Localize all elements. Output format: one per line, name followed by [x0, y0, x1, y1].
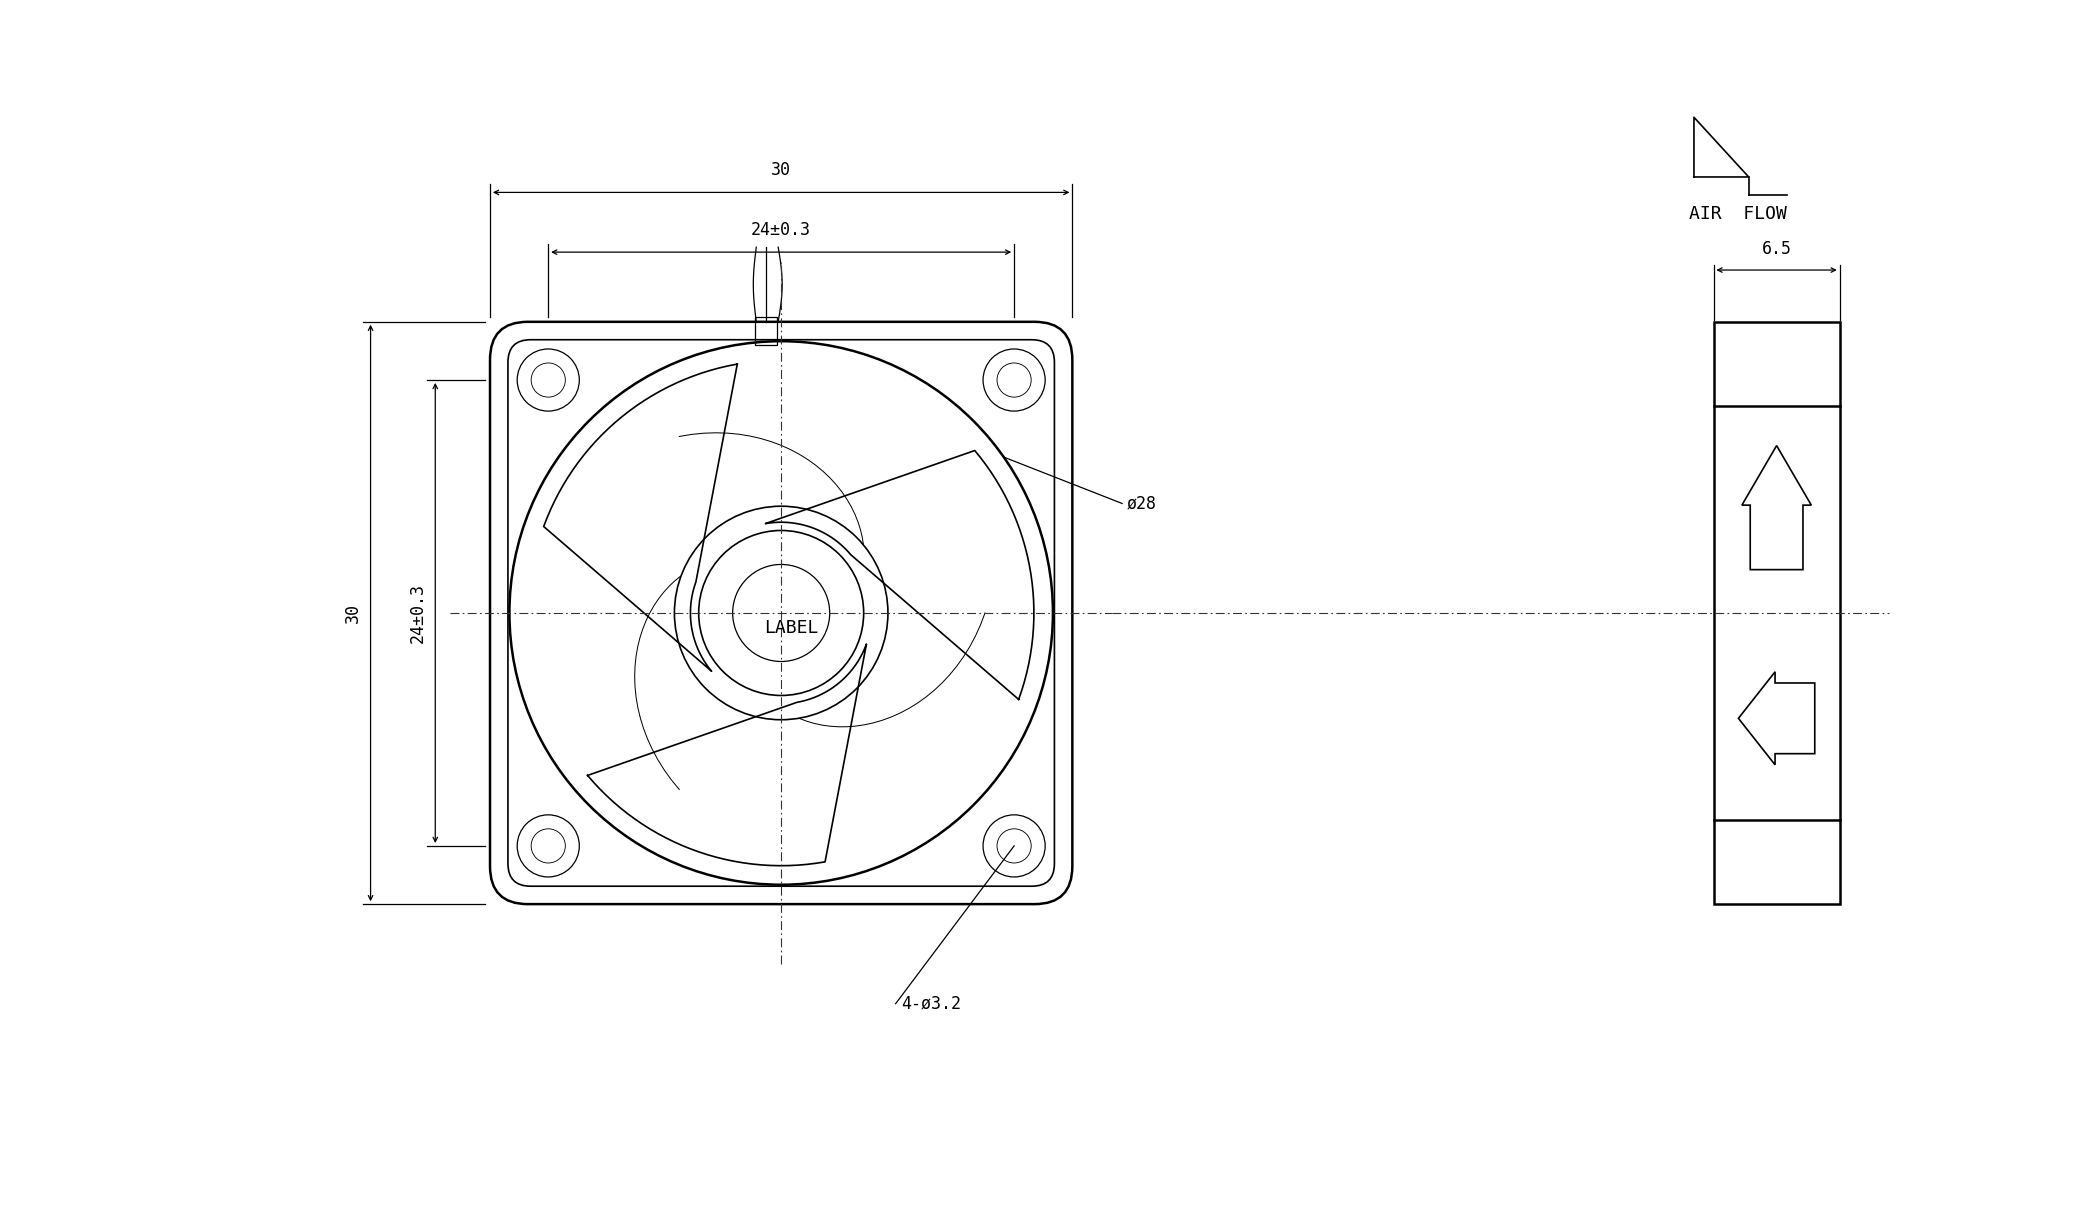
Text: 24±0.3: 24±0.3	[409, 583, 427, 643]
Text: 30: 30	[772, 161, 790, 180]
Text: 4-ø3.2: 4-ø3.2	[900, 995, 960, 1013]
Text: 24±0.3: 24±0.3	[751, 221, 811, 239]
Bar	[755, 317, 778, 344]
Bar	[1713, 321, 1840, 904]
Text: 30: 30	[344, 603, 361, 623]
Text: 6.5: 6.5	[1761, 240, 1792, 258]
Text: ø28: ø28	[1126, 495, 1157, 512]
Text: AIR  FLOW: AIR FLOW	[1688, 205, 1788, 223]
Text: LABEL: LABEL	[763, 619, 819, 637]
